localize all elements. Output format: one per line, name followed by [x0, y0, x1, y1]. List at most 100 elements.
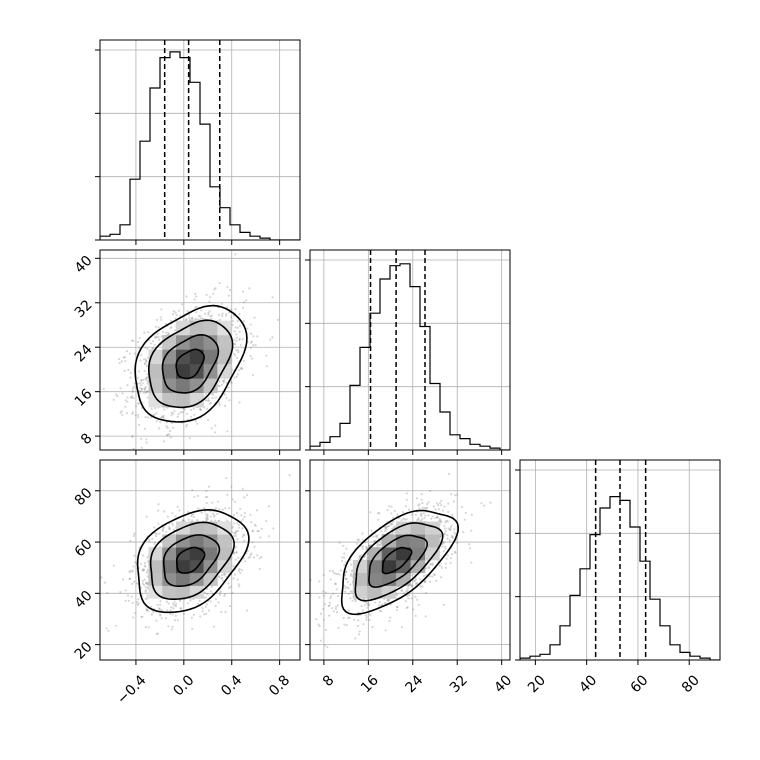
- sample-point: [192, 516, 196, 519]
- sample-point: [143, 578, 146, 581]
- sample-point: [135, 601, 139, 604]
- sample-point: [429, 489, 432, 493]
- histogram-2: [520, 496, 720, 660]
- sample-point: [235, 336, 238, 339]
- sample-point: [205, 612, 208, 615]
- sample-point: [453, 550, 456, 554]
- sample-point: [133, 352, 136, 355]
- sample-point: [439, 536, 442, 539]
- y-tick-label: 24: [72, 342, 96, 366]
- sample-point: [145, 390, 148, 393]
- sample-point: [427, 567, 430, 570]
- sample-point: [224, 507, 227, 510]
- sample-point: [424, 615, 427, 618]
- sample-point: [174, 317, 177, 320]
- sample-point: [384, 527, 387, 530]
- sample-point: [164, 322, 167, 325]
- sample-point: [133, 554, 136, 557]
- sample-point: [258, 567, 261, 571]
- density-cell: [176, 534, 191, 548]
- sample-point: [448, 528, 451, 531]
- sample-point: [231, 320, 234, 323]
- sample-point: [207, 485, 210, 488]
- sample-point: [166, 426, 169, 429]
- sample-point: [195, 305, 198, 308]
- sample-point: [197, 318, 200, 321]
- sample-point: [234, 343, 237, 346]
- sample-point: [116, 395, 119, 398]
- density-cell: [162, 585, 177, 599]
- sample-point: [171, 524, 174, 527]
- sample-point: [254, 524, 257, 528]
- sample-point: [422, 512, 425, 515]
- sample-point: [424, 514, 427, 517]
- sample-point: [444, 527, 447, 530]
- sample-point: [156, 632, 159, 635]
- sample-point: [242, 306, 245, 309]
- sample-point: [392, 520, 395, 523]
- sample-point: [349, 574, 352, 577]
- sample-point: [220, 302, 223, 305]
- sample-point: [138, 402, 141, 405]
- sample-point: [407, 597, 410, 600]
- sample-point: [220, 577, 223, 580]
- sample-point: [140, 615, 143, 619]
- sample-point: [441, 542, 444, 546]
- sample-point: [233, 338, 236, 341]
- sample-point: [139, 562, 143, 566]
- sample-point: [402, 592, 405, 595]
- density-cell: [176, 320, 191, 336]
- hist-frame: [99, 39, 301, 241]
- sample-point: [391, 522, 394, 526]
- sample-point: [143, 583, 146, 586]
- sample-point: [145, 359, 148, 362]
- sample-point: [133, 532, 136, 535]
- sample-point: [434, 508, 437, 511]
- sample-point: [191, 316, 194, 320]
- sample-point: [146, 575, 149, 578]
- sample-point: [385, 528, 388, 531]
- sample-point: [144, 581, 147, 585]
- sample-point: [179, 607, 183, 610]
- sample-point: [175, 602, 178, 606]
- sample-point: [167, 602, 170, 605]
- sample-point: [142, 568, 145, 571]
- sample-point: [344, 571, 347, 574]
- sample-point: [145, 608, 148, 612]
- sample-point: [338, 541, 341, 544]
- sample-point: [220, 573, 223, 577]
- sample-point: [176, 505, 179, 508]
- sample-point: [334, 582, 337, 586]
- sample-point: [203, 591, 206, 594]
- sample-point: [236, 373, 239, 376]
- sample-point: [141, 582, 144, 585]
- sample-point: [146, 390, 149, 393]
- sample-point: [218, 508, 221, 511]
- sample-point: [228, 507, 231, 510]
- sample-point: [344, 574, 347, 577]
- sample-point: [169, 327, 172, 330]
- sample-point: [186, 310, 189, 313]
- sample-point: [206, 418, 210, 421]
- sample-point: [178, 509, 181, 512]
- density-cell: [381, 534, 397, 548]
- sample-point: [172, 602, 175, 605]
- sample-point: [450, 493, 453, 496]
- sample-point: [443, 545, 447, 548]
- sample-point: [420, 498, 423, 501]
- sample-point: [332, 610, 335, 613]
- sample-point: [168, 526, 171, 529]
- sample-point: [447, 527, 450, 530]
- sample-point: [456, 493, 459, 496]
- sample-point: [243, 533, 246, 536]
- sample-point: [368, 544, 371, 547]
- sample-point: [160, 318, 163, 321]
- sample-point: [372, 535, 375, 538]
- sample-point: [454, 494, 457, 497]
- sample-point: [224, 572, 227, 576]
- sample-point: [165, 425, 168, 428]
- sample-point: [103, 581, 106, 584]
- sample-point: [389, 616, 392, 619]
- sample-point: [440, 576, 443, 579]
- sample-point: [210, 427, 213, 430]
